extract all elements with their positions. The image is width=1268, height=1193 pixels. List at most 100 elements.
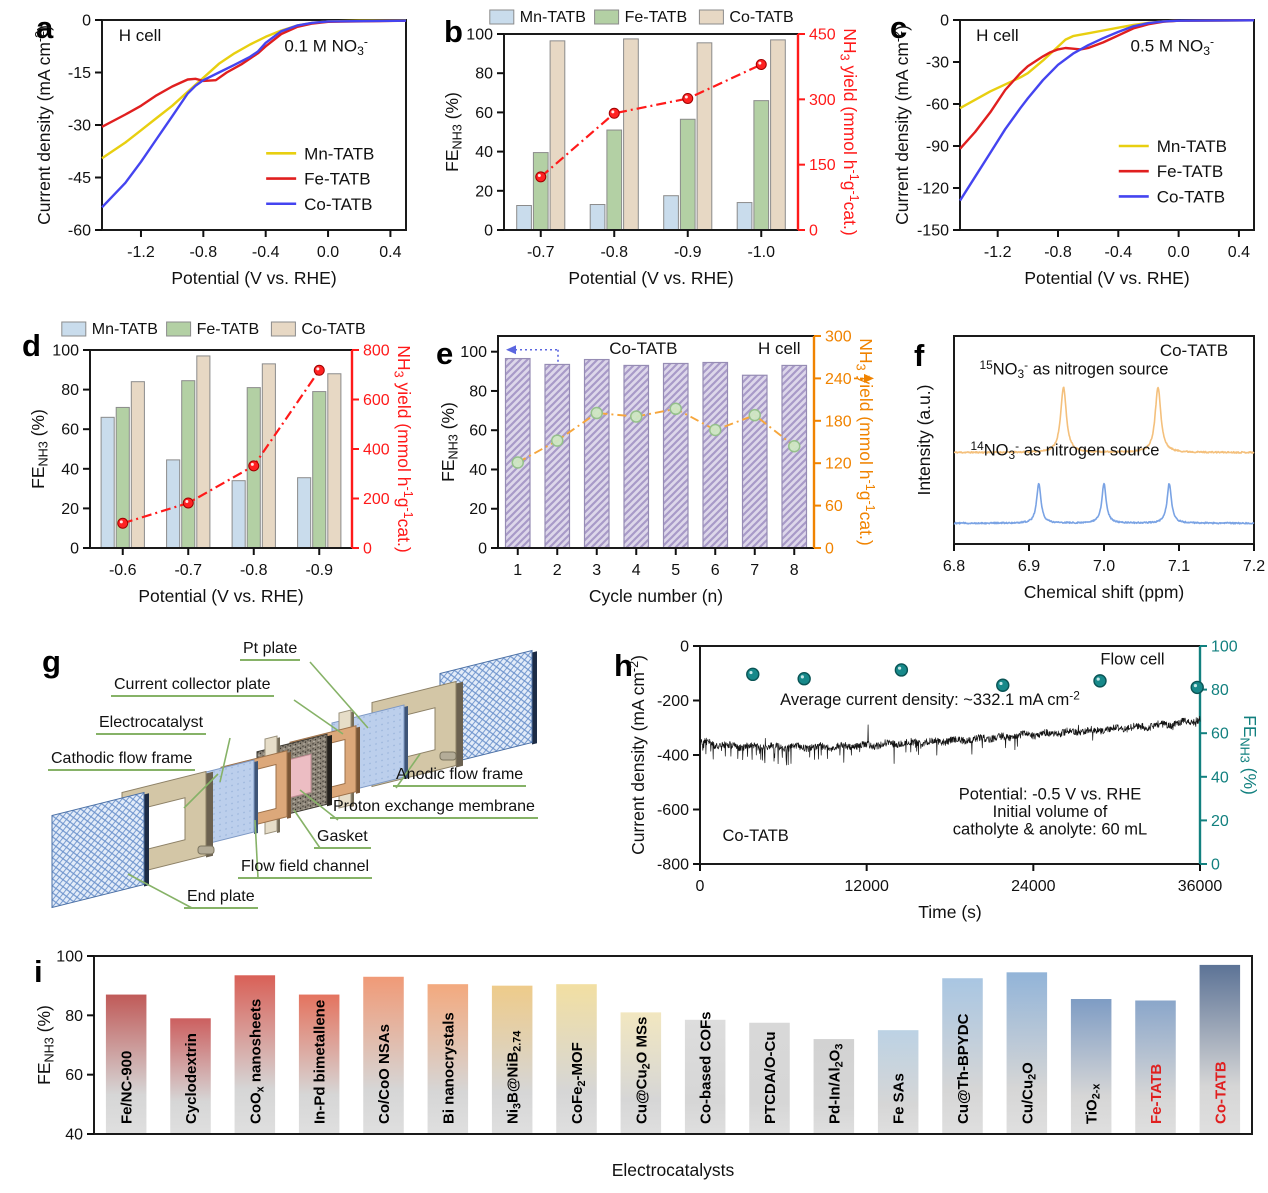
svg-text:-0.9: -0.9: [674, 244, 702, 261]
svg-text:Fe/NC-900: Fe/NC-900: [119, 1051, 136, 1124]
svg-text:0: 0: [484, 223, 493, 240]
svg-text:120: 120: [825, 456, 852, 473]
svg-text:60: 60: [1211, 726, 1229, 743]
svg-text:FENH3 (%): FENH3 (%): [442, 92, 465, 172]
svg-text:Fe SAs: Fe SAs: [891, 1073, 908, 1124]
panel-e-cycle-chart: 1 2 3 4 5 6 7 8020406080100060120180240300Cycle…: [438, 329, 878, 607]
svg-text:6.9: 6.9: [1018, 558, 1040, 575]
svg-text:0: 0: [70, 541, 79, 558]
svg-text:0.4: 0.4: [1228, 244, 1250, 261]
svg-text:60: 60: [469, 423, 487, 440]
svg-text:Chemical shift (ppm): Chemical shift (ppm): [1024, 582, 1184, 602]
svg-text:-0.4: -0.4: [1105, 244, 1133, 261]
diagram-label-flow-field-channel: Flow field channel: [238, 858, 373, 880]
svg-text:Flow cell: Flow cell: [1100, 651, 1164, 669]
svg-text:8: 8: [790, 562, 799, 579]
svg-text:20: 20: [1211, 813, 1229, 830]
svg-text:CoOx nanosheets: CoOx nanosheets: [247, 999, 266, 1124]
svg-text:0: 0: [809, 223, 818, 240]
svg-text:20: 20: [475, 183, 493, 200]
svg-text:-45: -45: [68, 170, 91, 187]
svg-text:800: 800: [363, 343, 390, 360]
svg-text:300: 300: [825, 329, 852, 346]
svg-text:1: 1: [513, 562, 522, 579]
svg-text:Fe-TATB: Fe-TATB: [304, 170, 370, 189]
svg-text:100: 100: [466, 27, 493, 44]
svg-text:-120: -120: [917, 181, 949, 198]
svg-text:0: 0: [680, 639, 689, 656]
svg-text:0: 0: [825, 541, 834, 558]
svg-text:Co-TATB: Co-TATB: [301, 321, 365, 338]
svg-text:150: 150: [809, 157, 836, 174]
svg-text:Bi nanocrystals: Bi nanocrystals: [440, 1012, 457, 1124]
svg-text:Mn-TATB: Mn-TATB: [1157, 137, 1227, 156]
svg-text:7.0: 7.0: [1093, 558, 1115, 575]
svg-text:FENH3 (%): FENH3 (%): [438, 402, 461, 482]
panel-d-fe-yield-chart: -0.6 -0.7 -0.8 -0.9 0 20 40 60 80 100 0 200 400 600 80…: [28, 321, 415, 606]
svg-text:FENH3 (%): FENH3 (%): [34, 1005, 57, 1085]
svg-text:20: 20: [469, 501, 487, 518]
diagram-label-cathodic-flow-frame: Cathodic flow frame: [48, 750, 196, 772]
svg-text:80: 80: [469, 383, 487, 400]
svg-text:-60: -60: [68, 223, 91, 240]
svg-text:40: 40: [475, 144, 493, 161]
panel-g-label: g: [42, 644, 61, 679]
svg-text:80: 80: [475, 66, 493, 83]
svg-text:Ni3B@NiB2.74: Ni3B@NiB2.74: [505, 1031, 524, 1124]
svg-text:-0.8: -0.8: [190, 244, 218, 261]
svg-text:0.5 M NO3-: 0.5 M NO3-: [1131, 35, 1215, 58]
panel-i-comparison-chart: Fe/NC-900 Cyclodextrin CoOx nanosheets In-P…: [34, 949, 1253, 1180]
svg-text:200: 200: [363, 491, 390, 508]
svg-text:Fe-TATB: Fe-TATB: [1148, 1064, 1165, 1124]
svg-text:7: 7: [750, 562, 759, 579]
panel-f-label: f: [914, 338, 925, 373]
svg-text:Potential (V vs. RHE): Potential (V vs. RHE): [568, 268, 733, 288]
svg-text:60: 60: [65, 1067, 83, 1084]
svg-text:Potential: -0.5 V vs. RHE: Potential: -0.5 V vs. RHE: [959, 786, 1142, 804]
svg-text:36000: 36000: [1178, 878, 1223, 895]
svg-text:H cell: H cell: [976, 26, 1019, 45]
svg-text:0.0: 0.0: [1167, 244, 1189, 261]
svg-text:-0.7: -0.7: [174, 562, 202, 579]
svg-text:-15: -15: [68, 65, 91, 82]
svg-text:100: 100: [56, 949, 83, 966]
panel-c-label: c: [890, 10, 908, 45]
svg-text:2: 2: [553, 562, 562, 579]
svg-text:Cu@Th-BPYDC: Cu@Th-BPYDC: [955, 1013, 972, 1124]
svg-text:Potential (V vs. RHE): Potential (V vs. RHE): [1024, 268, 1189, 288]
svg-text:CoFe2-MOF: CoFe2-MOF: [569, 1042, 588, 1124]
panel-e-label: e: [436, 336, 454, 371]
svg-text:Intensity (a.u.): Intensity (a.u.): [914, 385, 934, 496]
svg-text:40: 40: [469, 462, 487, 479]
svg-text:3: 3: [592, 562, 601, 579]
svg-text:12000: 12000: [844, 878, 889, 895]
svg-text:Pd-In/Al2O3: Pd-In/Al2O3: [826, 1044, 845, 1124]
svg-text:-90: -90: [926, 139, 949, 156]
svg-text:0.1 M NO3-: 0.1 M NO3-: [284, 35, 368, 58]
svg-text:-0.8: -0.8: [1044, 244, 1072, 261]
svg-text:Mn-TATB: Mn-TATB: [304, 144, 374, 163]
svg-text:-1.2: -1.2: [127, 244, 155, 261]
svg-text:In-Pd bimetallene: In-Pd bimetallene: [312, 1000, 329, 1124]
svg-text:Time (s): Time (s): [918, 902, 982, 922]
svg-text:0: 0: [1211, 857, 1220, 874]
svg-text:24000: 24000: [1011, 878, 1056, 895]
svg-text:-60: -60: [926, 97, 949, 114]
svg-text:Fe-TATB: Fe-TATB: [625, 9, 688, 26]
svg-text:600: 600: [363, 392, 390, 409]
svg-text:-1.0: -1.0: [747, 244, 775, 261]
svg-text:Co-TATB: Co-TATB: [1157, 187, 1225, 206]
svg-text:Average current density: ~332.: Average current density: ~332.1 mA cm-2: [780, 688, 1080, 709]
svg-text:H cell: H cell: [758, 339, 801, 358]
diagram-label-anodic-flow-frame: Anodic flow frame: [393, 766, 527, 788]
svg-text:6.8: 6.8: [943, 558, 965, 575]
svg-text:Cu/Cu2O: Cu/Cu2O: [1019, 1062, 1038, 1124]
svg-text:Cyclodextrin: Cyclodextrin: [183, 1033, 200, 1124]
panel-g-diagram: Pt plate Current collector plate Electro…: [8, 632, 608, 937]
svg-text:NH3 yield (mmol h-1g-1cat.): NH3 yield (mmol h-1g-1cat.): [854, 338, 878, 545]
panel-a-label: a: [36, 10, 54, 45]
svg-text:20: 20: [61, 501, 79, 518]
svg-text:Cycle number (n): Cycle number (n): [589, 586, 723, 606]
svg-text:100: 100: [1211, 639, 1238, 656]
svg-text:Fe-TATB: Fe-TATB: [1157, 162, 1223, 181]
